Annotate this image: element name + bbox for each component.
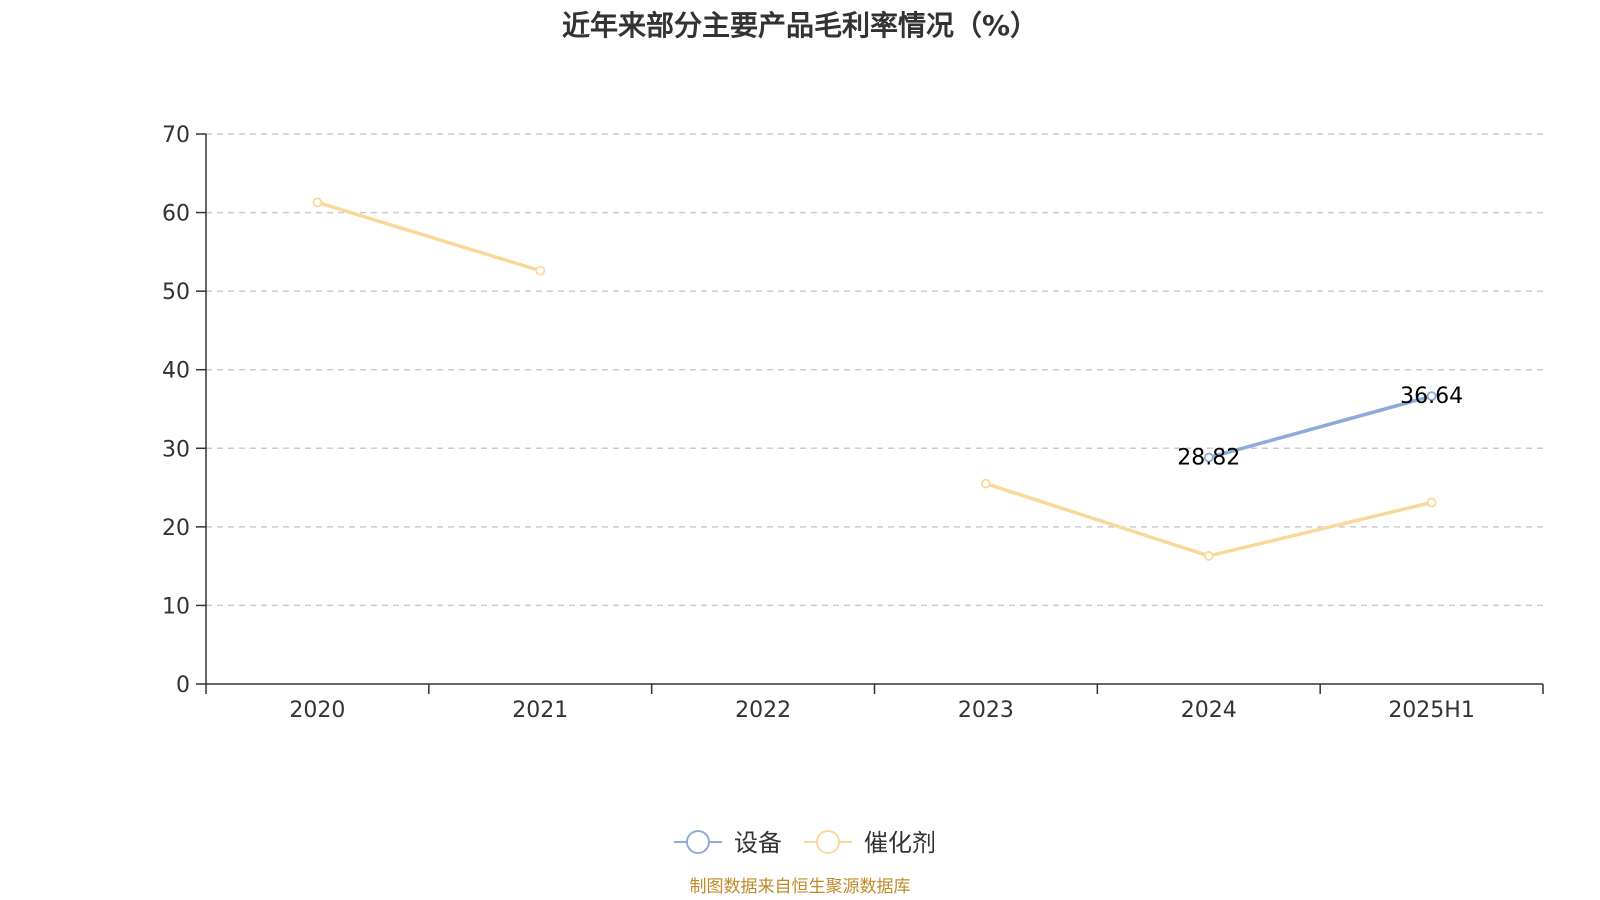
- legend-label: 催化剂: [864, 829, 936, 857]
- data-point[interactable]: [1203, 452, 1214, 463]
- y-tick-label: 40: [162, 359, 190, 384]
- series-line: [985, 481, 1432, 558]
- legend-marker-icon: [816, 830, 840, 854]
- y-tick-label: 30: [162, 437, 190, 462]
- y-tick-label: 10: [162, 594, 190, 619]
- x-tick-label: 2025H1: [1388, 698, 1475, 723]
- grid-lines: [206, 133, 1543, 607]
- series-lines: [312, 197, 1437, 561]
- legend-label: 设备: [734, 829, 782, 857]
- axes: 0 10 20 30 40 50 60 70 2020 2021 2022 2023 2024 2025H…: [162, 123, 1544, 723]
- legend-item-0[interactable]: 设备: [674, 829, 782, 857]
- x-tick-label: 2024: [1181, 698, 1237, 723]
- data-point[interactable]: [312, 197, 323, 208]
- chart-title: 近年来部分主要产品毛利率情况（%）: [561, 9, 1039, 42]
- series-1: [312, 197, 1437, 561]
- x-tick-label: 2022: [735, 698, 791, 723]
- legend-marker-icon: [686, 830, 710, 854]
- series-0: [1203, 391, 1437, 463]
- data-point[interactable]: [535, 265, 546, 276]
- legend-item-1[interactable]: 催化剂: [804, 829, 936, 857]
- data-labels: 28.82 36.64: [1177, 384, 1463, 470]
- series-line: [316, 200, 541, 273]
- data-label: 36.64: [1400, 384, 1463, 409]
- x-tick-label: 2021: [512, 698, 568, 723]
- x-tick-label: 2020: [289, 698, 345, 723]
- data-label: 28.82: [1177, 446, 1240, 471]
- y-tick-label: 20: [162, 516, 190, 541]
- y-tick-label: 70: [162, 123, 190, 148]
- data-point[interactable]: [1426, 391, 1437, 402]
- y-tick-label: 60: [162, 202, 190, 227]
- series-line: [1208, 394, 1433, 460]
- data-point[interactable]: [1203, 551, 1214, 561]
- y-tick-label: 0: [176, 673, 190, 698]
- data-source-note: 制图数据来自恒生聚源数据库: [689, 877, 911, 897]
- y-tick-label: 50: [162, 280, 190, 305]
- x-tick-label: 2023: [958, 698, 1014, 723]
- legend[interactable]: 设备 催化剂: [674, 829, 936, 857]
- data-point[interactable]: [981, 478, 991, 489]
- data-point[interactable]: [1426, 497, 1437, 508]
